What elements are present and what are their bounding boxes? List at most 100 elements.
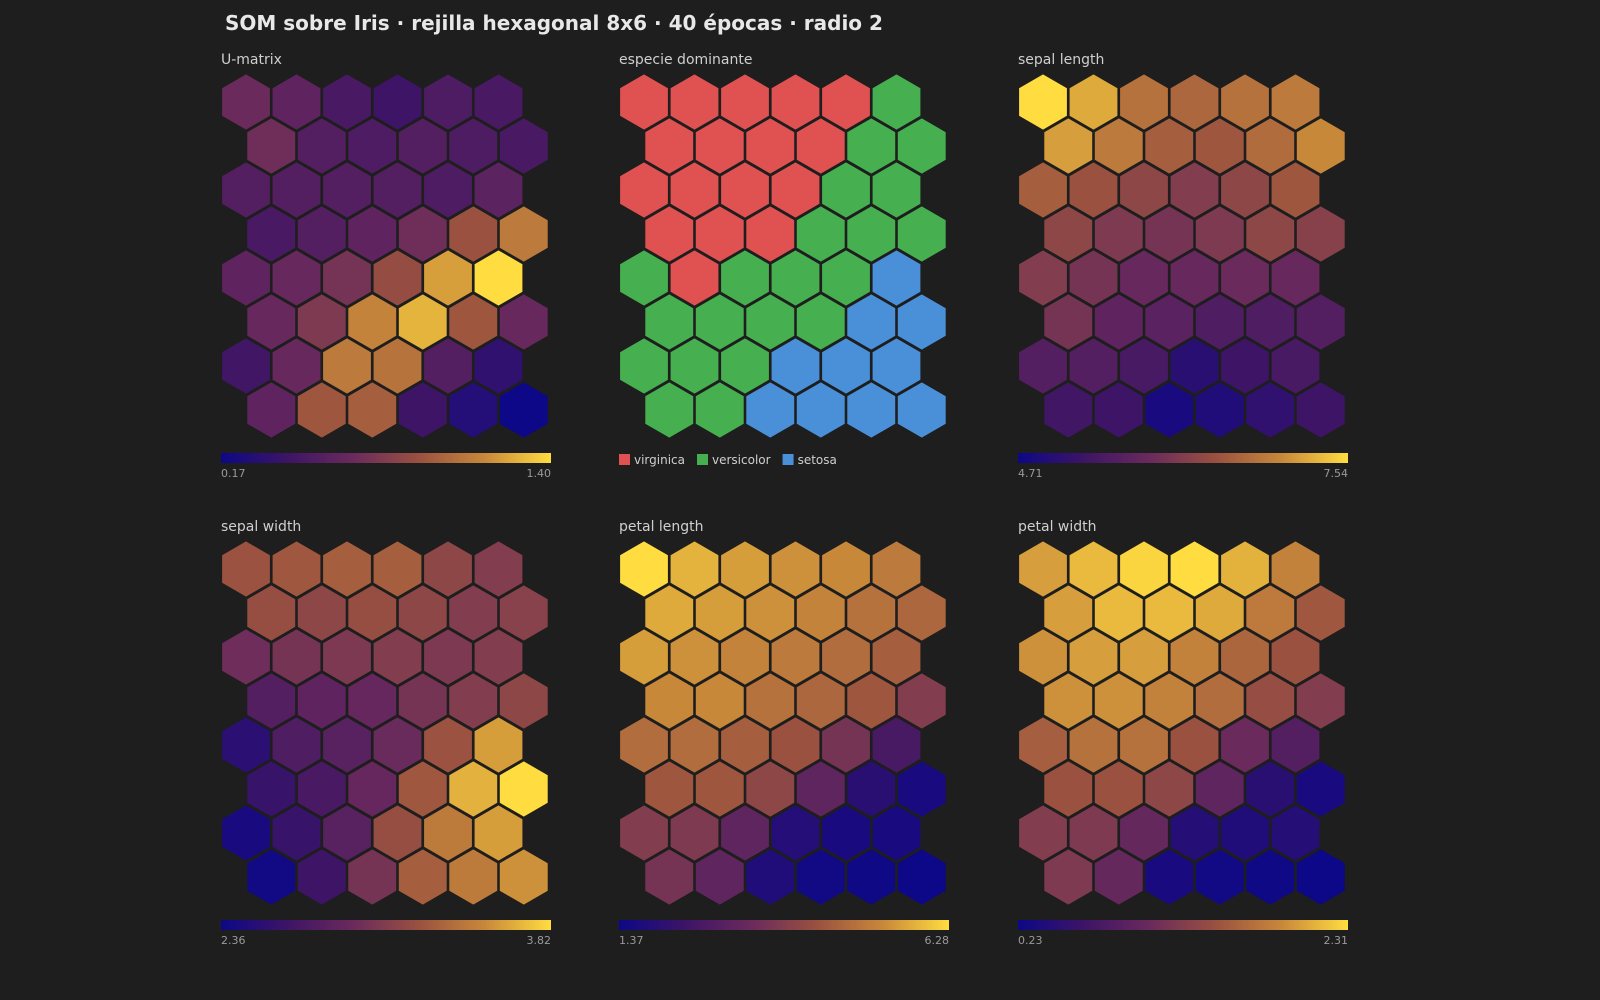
hex-cell xyxy=(498,117,549,175)
hex-cell xyxy=(221,161,271,219)
hex-cell xyxy=(1270,249,1321,307)
hex-cell xyxy=(846,293,897,351)
hex-cell xyxy=(644,760,695,818)
hex-cell xyxy=(795,293,846,351)
hex-cell xyxy=(1194,760,1245,818)
hex-cell xyxy=(1220,337,1270,395)
hex-cell xyxy=(372,540,423,598)
hex-cell xyxy=(296,760,347,818)
hex-cell xyxy=(1295,205,1346,263)
hex-cell xyxy=(1144,205,1195,263)
hex-cell xyxy=(1018,804,1068,862)
colorbar xyxy=(221,920,551,930)
hex-cell xyxy=(296,293,347,351)
hex-cell xyxy=(795,848,846,906)
hex-cell xyxy=(397,205,448,263)
hex-cell xyxy=(821,716,871,774)
colorbar xyxy=(221,453,551,463)
hex-cell xyxy=(619,161,669,219)
hex-cell xyxy=(246,584,297,642)
hex-cell xyxy=(846,381,897,439)
hex-cell xyxy=(846,117,897,175)
hex-cell xyxy=(423,804,473,862)
hex-cell xyxy=(1295,584,1346,642)
hex-cell xyxy=(846,848,897,906)
hex-cell xyxy=(271,161,322,219)
hex-cell xyxy=(669,73,720,131)
hex-cell xyxy=(896,672,947,730)
hex-cell xyxy=(221,716,271,774)
hex-cell xyxy=(397,117,448,175)
hex-cell xyxy=(1245,760,1296,818)
hex-cell xyxy=(1093,205,1144,263)
hex-cell xyxy=(1144,760,1195,818)
hex-cell xyxy=(1119,73,1169,131)
hex-cell xyxy=(720,716,770,774)
hex-cell xyxy=(1295,760,1346,818)
hex-cell xyxy=(322,540,372,598)
hex-cell xyxy=(846,205,897,263)
hex-cell xyxy=(1194,117,1245,175)
hex-cell xyxy=(1093,584,1144,642)
hex-cell xyxy=(871,716,922,774)
hex-cell xyxy=(1043,848,1094,906)
hex-cell xyxy=(372,73,423,131)
hex-cell xyxy=(448,205,499,263)
hex-cell xyxy=(1018,73,1068,131)
hex-cell xyxy=(1295,381,1346,439)
hex-cell xyxy=(871,249,922,307)
hex-cell xyxy=(1068,73,1119,131)
hex-cell xyxy=(619,337,669,395)
colorbar-label: 7.54 xyxy=(1324,467,1349,480)
hex-cell xyxy=(694,584,745,642)
hex-cell xyxy=(694,205,745,263)
hex-cell xyxy=(1245,205,1296,263)
hex-cell xyxy=(644,584,695,642)
hex-cell xyxy=(896,760,947,818)
legend-label: virginica xyxy=(634,453,685,467)
hex-cell xyxy=(221,337,271,395)
hex-cell xyxy=(1144,848,1195,906)
hex-cell xyxy=(246,848,297,906)
colorbar-label: 3.82 xyxy=(527,934,552,947)
hex-cell xyxy=(1093,848,1144,906)
hex-cell xyxy=(896,584,947,642)
hex-cell xyxy=(1270,804,1321,862)
hex-cell xyxy=(821,249,871,307)
hex-cell xyxy=(770,249,821,307)
hex-cell xyxy=(1119,804,1169,862)
hex-cell xyxy=(745,381,796,439)
hex-cell xyxy=(644,848,695,906)
colorbar-label: 1.37 xyxy=(619,934,644,947)
hex-cell xyxy=(473,804,524,862)
hex-cell xyxy=(694,760,745,818)
hex-cell xyxy=(246,672,297,730)
hex-cell xyxy=(1119,161,1169,219)
hex-cell xyxy=(347,205,398,263)
hex-cell xyxy=(397,584,448,642)
hex-cell xyxy=(745,672,796,730)
hex-cell xyxy=(1043,205,1094,263)
hex-cell xyxy=(669,161,720,219)
panel-title: sepal width xyxy=(221,519,301,535)
hex-cell xyxy=(423,628,473,686)
hex-cell xyxy=(770,716,821,774)
hex-cell xyxy=(1245,293,1296,351)
hex-cell xyxy=(1068,716,1119,774)
hex-cell xyxy=(1018,540,1068,598)
hex-cell xyxy=(473,628,524,686)
hex-cell xyxy=(1043,584,1094,642)
hex-cell xyxy=(720,628,770,686)
colorbar xyxy=(619,920,949,930)
hex-cell xyxy=(770,161,821,219)
hex-cell xyxy=(1245,848,1296,906)
hex-cell xyxy=(821,628,871,686)
hex-cell xyxy=(770,73,821,131)
hex-cell xyxy=(1093,381,1144,439)
hex-cell xyxy=(871,73,922,131)
colorbar xyxy=(1018,453,1348,463)
hex-cell xyxy=(694,117,745,175)
hex-cell xyxy=(846,584,897,642)
hex-cell xyxy=(1220,628,1270,686)
hex-cell xyxy=(221,249,271,307)
